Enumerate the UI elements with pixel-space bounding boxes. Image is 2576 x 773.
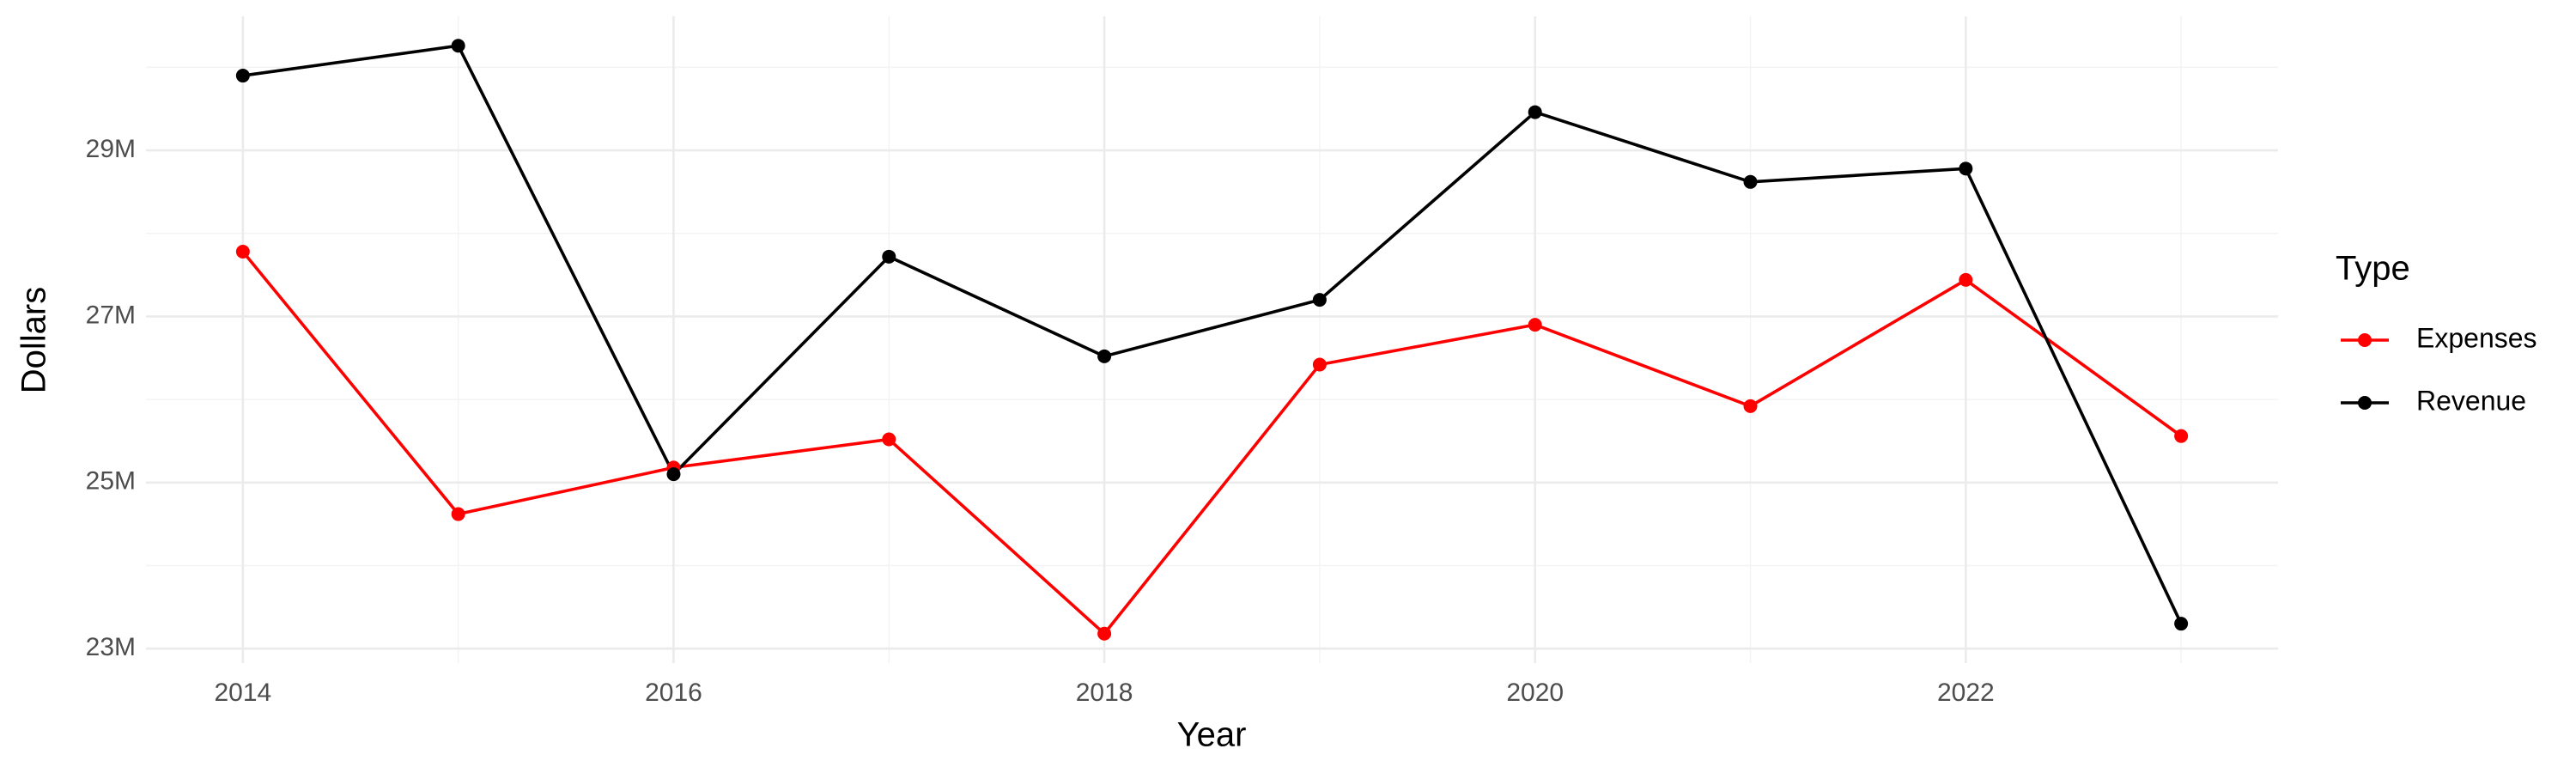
series-line [241,250,2183,636]
data-point [235,245,250,259]
data-point [451,507,465,521]
legend-label: Revenue [2416,385,2526,416]
y-tick-label: 25M [86,467,136,496]
y-tick-label: 29M [86,135,136,163]
data-point [1312,357,1327,372]
legend-swatch-point [2358,333,2372,347]
data-point [2174,617,2189,631]
data-point [451,39,465,53]
x-axis-title: Year [1177,716,1247,754]
x-tick-label: 2020 [1506,679,1564,707]
data-point [882,432,896,447]
data-point [882,249,896,264]
data-point [1528,318,1542,332]
x-tick-label: 2022 [1937,679,1995,707]
legend-swatch-point [2358,396,2372,410]
data-point [1312,293,1327,307]
data-point [235,69,250,83]
data-point [1528,105,1542,119]
y-tick-label: 23M [86,633,136,661]
series-line [242,44,2183,624]
x-tick-label: 2014 [214,679,271,707]
data-point [1959,161,1973,176]
legend-title: Type [2336,250,2410,288]
data-point [2174,429,2189,443]
data-point [666,467,681,482]
y-axis-title: Dollars [15,287,53,393]
data-point [1743,399,1758,413]
data-point [1097,349,1112,363]
x-tick-label: 2018 [1076,679,1133,707]
data-point [1959,272,1973,287]
x-tick-label: 2016 [645,679,702,707]
data-point [1097,626,1112,641]
legend-label: Expenses [2416,322,2537,353]
y-tick-label: 27M [86,301,136,329]
data-point [1743,174,1758,189]
grid [146,16,2278,663]
